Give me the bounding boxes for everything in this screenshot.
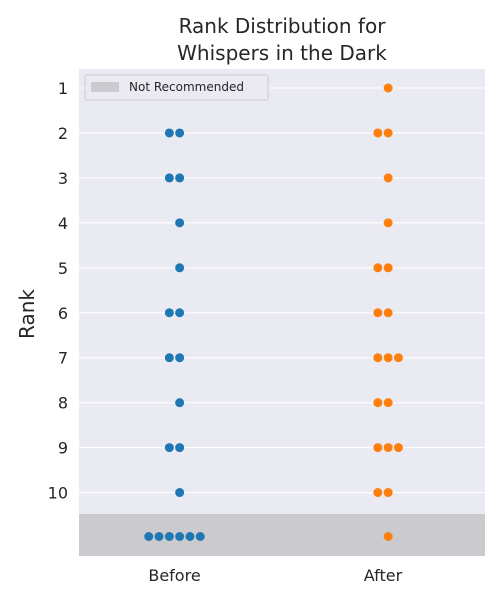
point-before-rank-6-1 (164, 308, 174, 318)
point-before-rank-not-recommended-4 (175, 532, 185, 541)
point-after-rank-2-1 (373, 128, 383, 138)
point-after-rank-9-1 (373, 443, 383, 453)
point-before-rank-not-recommended-3 (164, 532, 174, 541)
point-before-rank-not-recommended-1 (144, 532, 154, 541)
data-points (144, 83, 403, 541)
point-before-rank-5-1 (175, 263, 185, 273)
legend-swatch-not-recommended (91, 82, 119, 92)
legend-frame (84, 74, 269, 101)
point-after-rank-7-2 (383, 353, 393, 363)
point-after-rank-2-2 (383, 128, 393, 138)
legend: Not Recommended (84, 74, 269, 101)
point-before-rank-10-1 (175, 488, 185, 498)
point-after-rank-7-1 (373, 353, 383, 363)
x-tick-labels: Before After (148, 566, 402, 585)
point-before-rank-3-1 (164, 173, 174, 183)
y-tick-5: 5 (58, 259, 68, 278)
chart-title-line-1: Rank Distribution for (179, 14, 387, 38)
point-before-rank-9-2 (175, 443, 185, 453)
point-after-rank-9-3 (393, 443, 403, 453)
point-after-rank-10-2 (383, 488, 393, 498)
y-tick-labels: 1 2 3 4 5 6 7 8 9 10 (48, 79, 68, 503)
point-before-rank-7-2 (175, 353, 185, 363)
point-after-rank-5-1 (373, 263, 383, 273)
grid-lines (79, 87, 485, 494)
point-after-rank-5-2 (383, 263, 393, 273)
point-before-rank-not-recommended-6 (195, 532, 205, 541)
y-axis-label: Rank (15, 289, 39, 339)
y-tick-4: 4 (58, 214, 68, 233)
point-before-rank-8-1 (175, 398, 185, 408)
point-after-rank-7-3 (393, 353, 403, 363)
y-tick-7: 7 (58, 349, 68, 368)
point-before-rank-3-2 (175, 173, 185, 183)
y-tick-2: 2 (58, 124, 68, 143)
not-recommended-band (79, 514, 485, 556)
point-before-rank-not-recommended-5 (185, 532, 195, 541)
point-before-rank-4-1 (175, 218, 185, 228)
point-after-rank-6-1 (373, 308, 383, 318)
point-after-rank-not-recommended-1 (383, 532, 393, 541)
point-after-rank-9-2 (383, 443, 393, 453)
point-before-rank-2-2 (175, 128, 185, 138)
y-tick-10: 10 (48, 484, 68, 503)
point-after-rank-10-1 (373, 488, 383, 498)
x-tick-after: After (364, 566, 403, 585)
point-before-rank-9-1 (164, 443, 174, 453)
point-before-rank-not-recommended-2 (154, 532, 164, 541)
point-after-rank-4-1 (383, 218, 393, 228)
y-tick-1: 1 (58, 79, 68, 98)
y-tick-8: 8 (58, 394, 68, 413)
point-after-rank-8-1 (373, 398, 383, 408)
point-before-rank-7-1 (164, 353, 174, 363)
point-after-rank-8-2 (383, 398, 393, 408)
point-after-rank-3-1 (383, 173, 393, 183)
x-tick-before: Before (148, 566, 200, 585)
point-before-rank-2-1 (164, 128, 174, 138)
y-tick-6: 6 (58, 304, 68, 323)
point-after-rank-6-2 (383, 308, 393, 318)
legend-label-not-recommended: Not Recommended (129, 80, 244, 94)
point-before-rank-6-2 (175, 308, 185, 318)
chart-title-line-2: Whispers in the Dark (177, 41, 387, 65)
point-after-rank-1-1 (383, 83, 393, 93)
y-tick-3: 3 (58, 169, 68, 188)
y-tick-9: 9 (58, 439, 68, 458)
